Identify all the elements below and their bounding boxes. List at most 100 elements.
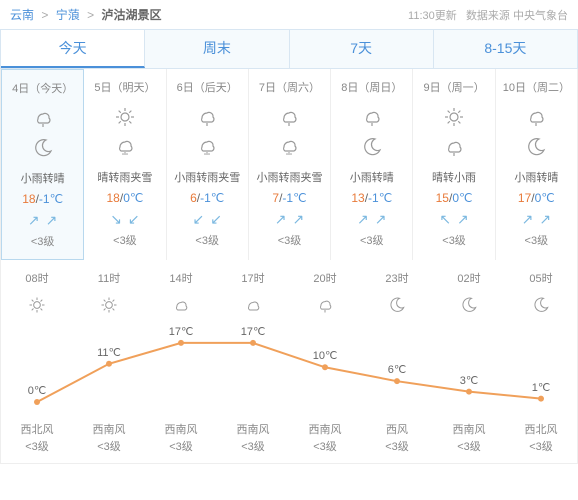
- hourly-wind: 西风<3级: [361, 418, 433, 455]
- weather-icon-night: [169, 133, 246, 161]
- forecast-tabs: 今天周末7天8-15天: [0, 29, 578, 69]
- weather-icon-night: [415, 133, 492, 161]
- hourly-forecast: 08时11时14时17时20时23时02时05时 0℃11℃17℃17℃10℃6…: [0, 260, 578, 464]
- tab-1[interactable]: 周末: [145, 30, 289, 68]
- weather-icon-night: [4, 134, 81, 162]
- hourly-time: 23时: [361, 270, 433, 286]
- wind-icons: ↖↗: [415, 211, 492, 228]
- hourly-temp-label: 3℃: [460, 373, 478, 386]
- hourly-weather-icon: [1, 292, 73, 318]
- wind-arrow-icon: ↙: [192, 211, 204, 228]
- temp-range: 18/0℃: [86, 191, 163, 205]
- wind-arrow-icon: ↗: [357, 211, 369, 228]
- wind-level: <3级: [169, 232, 246, 248]
- breadcrumb-current: 泸沽湖景区: [101, 8, 161, 22]
- temp-range: 17/0℃: [498, 191, 575, 205]
- weather-desc: 小雨转晴: [4, 170, 81, 186]
- day-date: 8日（周日）: [333, 79, 410, 95]
- weather-desc: 小雨转晴: [498, 169, 575, 185]
- wind-level: <3级: [86, 232, 163, 248]
- wind-level: <3级: [333, 232, 410, 248]
- hourly-temp-chart: 0℃11℃17℃17℃10℃6℃3℃1℃: [1, 324, 577, 414]
- hourly-temp-label: 1℃: [532, 380, 550, 393]
- hourly-weather-icon: [73, 292, 145, 318]
- temp-range: 15/0℃: [415, 191, 492, 205]
- wind-icons: ↗↗: [4, 212, 81, 229]
- hourly-time: 14时: [145, 270, 217, 286]
- hourly-wind: 西南风<3级: [433, 418, 505, 455]
- hourly-weather-icon: [361, 292, 433, 318]
- weather-icon-day: [169, 103, 246, 131]
- tab-0[interactable]: 今天: [1, 30, 145, 68]
- weather-icon-night: [333, 133, 410, 161]
- wind-arrow-icon: ↗: [275, 211, 287, 228]
- wind-arrow-icon: ↗: [375, 211, 387, 228]
- wind-arrow-icon: ↙: [128, 211, 140, 228]
- day-column[interactable]: 10日（周二） 小雨转晴 17/0℃ ↗↗ <3级: [496, 69, 577, 260]
- breadcrumb-sep: >: [87, 8, 94, 22]
- breadcrumb-item[interactable]: 云南: [10, 8, 34, 22]
- wind-level: <3级: [498, 232, 575, 248]
- hourly-time: 02时: [433, 270, 505, 286]
- hourly-weather-icon: [505, 292, 577, 318]
- hourly-time: 20时: [289, 270, 361, 286]
- day-column[interactable]: 8日（周日） 小雨转晴 13/-1℃ ↗↗ <3级: [331, 69, 413, 260]
- breadcrumb-sep: >: [41, 8, 48, 22]
- weather-icon-day: [498, 103, 575, 131]
- update-time: 11:30更新: [408, 10, 457, 22]
- hourly-weather-icon: [217, 292, 289, 318]
- day-date: 7日（周六）: [251, 79, 328, 95]
- hourly-temp-label: 11℃: [97, 346, 121, 359]
- weather-desc: 小雨转晴: [333, 169, 410, 185]
- hourly-wind: 西北风<3级: [1, 418, 73, 455]
- weather-icon-night: [251, 133, 328, 161]
- wind-icons: ↘↙: [86, 211, 163, 228]
- wind-arrow-icon: ↗: [457, 211, 469, 228]
- wind-icons: ↙↙: [169, 211, 246, 228]
- breadcrumb-item[interactable]: 宁蒗: [56, 8, 80, 22]
- wind-icons: ↗↗: [251, 211, 328, 228]
- wind-icons: ↗↗: [333, 211, 410, 228]
- day-date: 5日（明天）: [86, 79, 163, 95]
- data-source: 数据来源 中央气象台: [466, 10, 568, 22]
- hourly-temp-label: 6℃: [388, 363, 406, 376]
- hourly-wind: 西南风<3级: [145, 418, 217, 455]
- day-date: 9日（周一）: [415, 79, 492, 95]
- temp-range: 13/-1℃: [333, 191, 410, 205]
- day-date: 6日（后天）: [169, 79, 246, 95]
- wind-level: <3级: [415, 232, 492, 248]
- day-date: 4日（今天）: [4, 80, 81, 96]
- weather-icon-day: [4, 104, 81, 132]
- hourly-wind: 西南风<3级: [73, 418, 145, 455]
- day-column[interactable]: 7日（周六） 小雨转雨夹雪 7/-1℃ ↗↗ <3级: [249, 69, 331, 260]
- hourly-wind: 西南风<3级: [217, 418, 289, 455]
- hourly-temp-label: 0℃: [28, 384, 46, 397]
- daily-forecast-row: 4日（今天） 小雨转晴 18/-1℃ ↗↗ <3级 5日（明天） 晴转雨夹雪 1…: [0, 69, 578, 260]
- wind-arrow-icon: ↗: [292, 211, 304, 228]
- wind-arrow-icon: ↗: [28, 212, 40, 229]
- day-column[interactable]: 6日（后天） 小雨转雨夹雪 6/-1℃ ↙↙ <3级: [167, 69, 249, 260]
- hourly-temp-label: 10℃: [313, 349, 338, 362]
- wind-arrow-icon: ↗: [539, 211, 551, 228]
- hourly-time: 08时: [1, 270, 73, 286]
- day-column[interactable]: 5日（明天） 晴转雨夹雪 18/0℃ ↘↙ <3级: [84, 69, 166, 260]
- temp-range: 6/-1℃: [169, 191, 246, 205]
- hourly-weather-icon: [433, 292, 505, 318]
- tab-2[interactable]: 7天: [290, 30, 434, 68]
- temp-range: 7/-1℃: [251, 191, 328, 205]
- weather-desc: 晴转小雨: [415, 169, 492, 185]
- day-column[interactable]: 9日（周一） 晴转小雨 15/0℃ ↖↗ <3级: [413, 69, 495, 260]
- wind-level: <3级: [4, 233, 81, 249]
- hourly-wind: 西北风<3级: [505, 418, 577, 455]
- tab-3[interactable]: 8-15天: [434, 30, 577, 68]
- weather-icon-day: [333, 103, 410, 131]
- day-column[interactable]: 4日（今天） 小雨转晴 18/-1℃ ↗↗ <3级: [1, 69, 84, 260]
- wind-arrow-icon: ↗: [522, 211, 534, 228]
- wind-arrow-icon: ↗: [46, 212, 58, 229]
- weather-desc: 晴转雨夹雪: [86, 169, 163, 185]
- weather-icon-night: [498, 133, 575, 161]
- wind-arrow-icon: ↖: [439, 211, 451, 228]
- weather-desc: 小雨转雨夹雪: [251, 169, 328, 185]
- weather-desc: 小雨转雨夹雪: [169, 169, 246, 185]
- wind-arrow-icon: ↙: [210, 211, 222, 228]
